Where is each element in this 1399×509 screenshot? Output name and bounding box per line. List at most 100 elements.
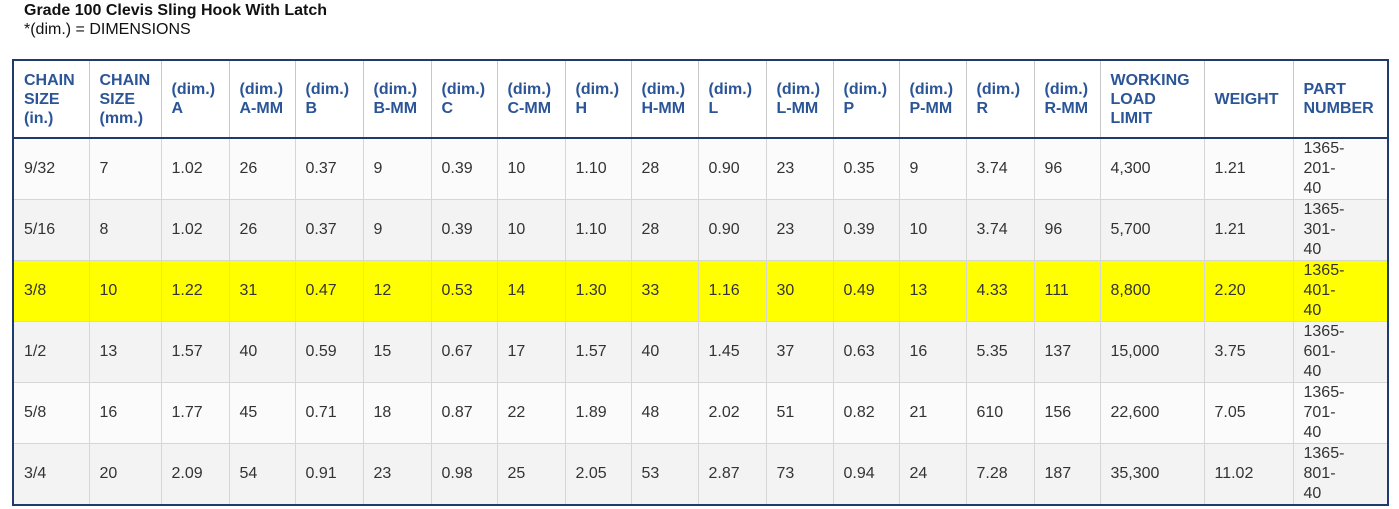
cell: 15,000 [1099,321,1205,383]
cell: 96 [1033,137,1101,200]
column-header: PART NUMBER [1292,59,1389,139]
table-row: 1/2 13 1.57 40 0.59 15 0.67 17 1.57 40 1.45 37 0.63 1… [12,321,1389,383]
cell: 0.90 [697,199,767,261]
part-number: 1365-801-40 [1303,445,1345,502]
cell: 3.75 [1203,321,1294,383]
cell: 0.82 [832,382,900,444]
column-header: (dim.) R-MM [1033,59,1101,139]
cell: 18 [362,382,432,444]
cell: 1.45 [697,321,767,383]
cell: 0.91 [294,443,364,506]
cell: 8 [88,199,162,261]
cell: 23 [765,199,834,261]
column-header: (dim.) P-MM [898,59,967,139]
part-number: 1365-601-40 [1303,323,1345,380]
cell: 187 [1033,443,1101,506]
cell: 10 [496,199,566,261]
cell: 0.87 [430,382,498,444]
cell: 1365-701-40 [1292,382,1389,444]
table-row: 3/8 10 1.22 31 0.47 12 0.53 14 1.30 33 1.16 30 0.49 1… [12,260,1389,322]
cell: 73 [765,443,834,506]
cell: 0.94 [832,443,900,506]
cell: 4,300 [1099,137,1205,200]
cell: 48 [630,382,699,444]
cell: 12 [362,260,432,322]
column-header: (dim.) C-MM [496,59,566,139]
cell: 0.63 [832,321,900,383]
cell: 1365-801-40 [1292,443,1389,506]
cell: 53 [630,443,699,506]
column-header: (dim.) A [160,59,230,139]
cell: 11.02 [1203,443,1294,506]
column-header: CHAIN SIZE (mm.) [88,59,162,139]
cell: 1365-601-40 [1292,321,1389,383]
cell: 5.35 [965,321,1035,383]
title: Grade 100 Clevis Sling Hook With Latch [24,2,328,19]
subtitle: *(dim.) = DIMENSIONS [24,21,191,38]
cell: 26 [228,137,296,200]
cell: 0.49 [832,260,900,322]
cell: 10 [496,137,566,200]
column-header: WORKING LOAD LIMIT [1099,59,1205,139]
part-number: 1365-201-40 [1303,140,1345,197]
cell: 10 [898,199,967,261]
cell: 1.22 [160,260,230,322]
cell: 2.20 [1203,260,1294,322]
column-header: (dim.) P [832,59,900,139]
cell: 15 [362,321,432,383]
cell: 1.89 [564,382,632,444]
cell: 1.30 [564,260,632,322]
cell: 9 [362,137,432,200]
cell: 3/8 [12,260,90,322]
cell: 0.39 [430,199,498,261]
column-header: (dim.) L-MM [765,59,834,139]
cell: 3/4 [12,443,90,506]
cell: 1365-301-40 [1292,199,1389,261]
table-row: 9/32 7 1.02 26 0.37 9 0.39 10 1.10 28 0.90 23 0.35 9 3… [12,137,1389,200]
cell: 7.05 [1203,382,1294,444]
cell: 31 [228,260,296,322]
cell: 0.98 [430,443,498,506]
cell: 8,800 [1099,260,1205,322]
cell: 1365-201-40 [1292,137,1389,200]
cell: 51 [765,382,834,444]
cell: 9 [898,137,967,200]
column-header: (dim.) L [697,59,767,139]
part-number: 1365-301-40 [1303,201,1345,258]
column-header: CHAIN SIZE (in.) [12,59,90,139]
cell: 24 [898,443,967,506]
cell: 22 [496,382,566,444]
cell: 45 [228,382,296,444]
cell: 20 [88,443,162,506]
cell: 610 [965,382,1035,444]
cell: 2.09 [160,443,230,506]
cell: 2.87 [697,443,767,506]
cell: 1.02 [160,137,230,200]
cell: 0.67 [430,321,498,383]
cell: 111 [1033,260,1101,322]
table-row: 3/4 20 2.09 54 0.91 23 0.98 25 2.05 53 2.87 73 0.94 2… [12,443,1389,506]
cell: 10 [88,260,162,322]
column-header: (dim.) H [564,59,632,139]
cell: 17 [496,321,566,383]
cell: 23 [362,443,432,506]
cell: 0.59 [294,321,364,383]
column-header: WEIGHT [1203,59,1294,139]
cell: 14 [496,260,566,322]
cell: 0.90 [697,137,767,200]
cell: 5/8 [12,382,90,444]
cell: 54 [228,443,296,506]
cell: 1.02 [160,199,230,261]
part-number: 1365-701-40 [1303,384,1345,441]
cell: 9 [362,199,432,261]
cell: 0.47 [294,260,364,322]
cell: 3.74 [965,137,1035,200]
cell: 30 [765,260,834,322]
cell: 1.21 [1203,137,1294,200]
cell: 137 [1033,321,1101,383]
header-row: CHAIN SIZE (in.) CHAIN SIZE (mm.) (dim.) A… [12,59,1389,139]
cell: 26 [228,199,296,261]
cell: 2.05 [564,443,632,506]
cell: 1/2 [12,321,90,383]
